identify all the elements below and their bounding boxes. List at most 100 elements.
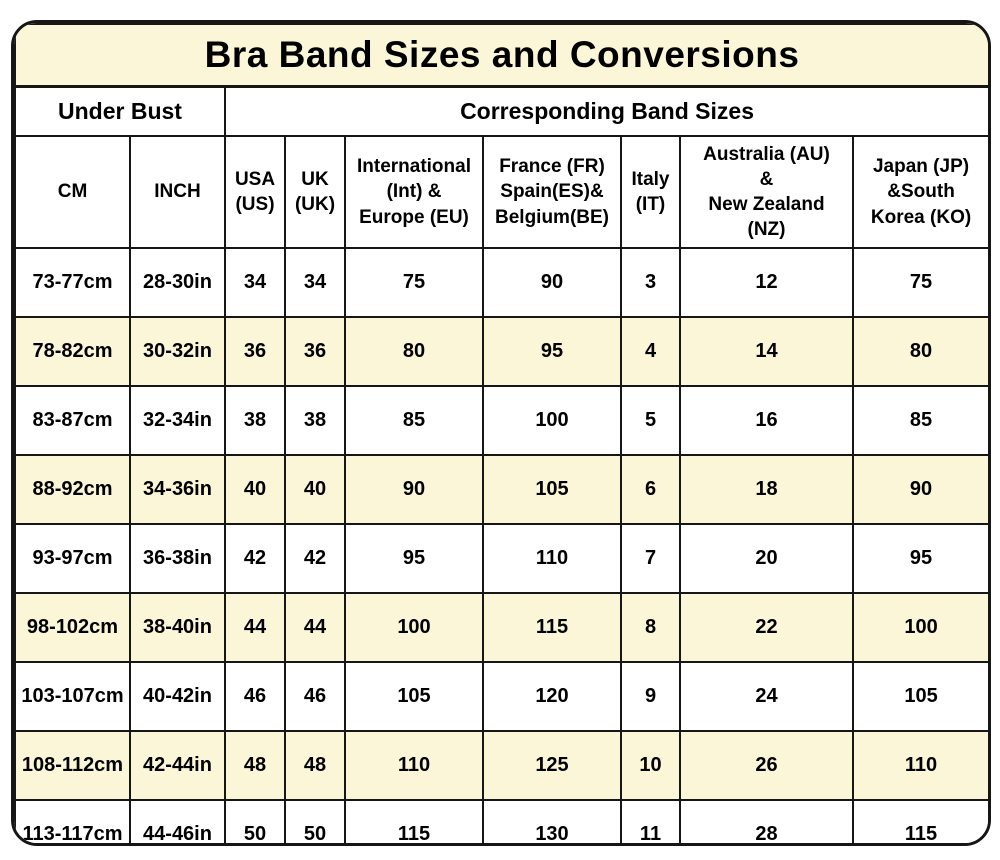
table-cell: 48 [224, 730, 286, 801]
table-cell: 40 [224, 454, 286, 525]
table-cell: 40-42in [129, 661, 226, 732]
table-cell: 5 [620, 385, 681, 456]
table-title-row: Bra Band Sizes and Conversions [14, 23, 988, 88]
table-cell: 93-97cm [14, 523, 131, 594]
column-header-japan-south-korea: Japan (JP) &South Korea (KO) [851, 135, 988, 249]
table-cell: 3 [620, 247, 681, 318]
table-cell: 105 [344, 661, 484, 732]
table-cell: 28-30in [129, 247, 226, 318]
table-cell: 26 [679, 730, 854, 801]
table-cell: 44 [224, 592, 286, 663]
table-cell: 34 [284, 247, 346, 318]
table-cell: 12 [679, 247, 854, 318]
table-cell: 42 [224, 523, 286, 594]
table-cell: 90 [344, 454, 484, 525]
bra-size-table: Bra Band Sizes and Conversions Under Bus… [11, 20, 991, 846]
table-cell: 8 [620, 592, 681, 663]
table-cell: 120 [482, 661, 622, 732]
table-cell: 48 [284, 730, 346, 801]
table-cell: 38-40in [129, 592, 226, 663]
table-row: 103-107cm 40-42in 46 46 105 120 9 24 105 [14, 661, 988, 732]
table-cell: 36 [284, 316, 346, 387]
table-cell: 44-46in [129, 799, 226, 843]
table-row: 88-92cm 34-36in 40 40 90 105 6 18 90 [14, 454, 988, 525]
table-cell: 88-92cm [14, 454, 131, 525]
table-cell: 78-82cm [14, 316, 131, 387]
header-corresponding-band-sizes: Corresponding Band Sizes [223, 85, 988, 137]
table-cell: 95 [851, 523, 988, 594]
table-cell: 36 [224, 316, 286, 387]
table-row: 78-82cm 30-32in 36 36 80 95 4 14 80 [14, 316, 988, 387]
table-row: 113-117cm 44-46in 50 50 115 130 11 28 11… [14, 799, 988, 843]
table-cell: 103-107cm [14, 661, 131, 732]
table-cell: 50 [224, 799, 286, 843]
header-under-bust: Under Bust [14, 85, 226, 137]
table-cell: 80 [344, 316, 484, 387]
table-cell: 28 [679, 799, 854, 843]
table-cell: 11 [620, 799, 681, 843]
table-cell: 38 [224, 385, 286, 456]
table-cell: 105 [851, 661, 988, 732]
column-header-cm: CM [14, 135, 131, 249]
table-cell: 50 [284, 799, 346, 843]
table-cell: 42-44in [129, 730, 226, 801]
table-cell: 75 [344, 247, 484, 318]
column-header-international-europe: International (Int) & Europe (EU) [344, 135, 484, 249]
table-cell: 115 [482, 592, 622, 663]
table-cell: 95 [344, 523, 484, 594]
table-cell: 18 [679, 454, 854, 525]
table-cell: 32-34in [129, 385, 226, 456]
table-cell: 100 [482, 385, 622, 456]
table-cell: 108-112cm [14, 730, 131, 801]
table-cell: 100 [344, 592, 484, 663]
table-row: 73-77cm 28-30in 34 34 75 90 3 12 75 [14, 247, 988, 318]
table-cell: 85 [344, 385, 484, 456]
column-header-italy: Italy (IT) [620, 135, 681, 249]
table-row: 98-102cm 38-40in 44 44 100 115 8 22 100 [14, 592, 988, 663]
column-header-inch: INCH [129, 135, 226, 249]
table-cell: 100 [851, 592, 988, 663]
column-header-australia-new-zealand: Australia (AU) & New Zealand (NZ) [679, 135, 854, 249]
table-row: 83-87cm 32-34in 38 38 85 100 5 16 85 [14, 385, 988, 456]
table-cell: 7 [620, 523, 681, 594]
table-cell: 125 [482, 730, 622, 801]
page-title: Bra Band Sizes and Conversions [14, 23, 988, 88]
column-header-uk: UK (UK) [284, 135, 346, 249]
table-cell: 38 [284, 385, 346, 456]
column-header-row: CM INCH USA (US) UK (UK) International (… [14, 135, 988, 249]
table-cell: 73-77cm [14, 247, 131, 318]
table-cell: 14 [679, 316, 854, 387]
table-cell: 36-38in [129, 523, 226, 594]
table-cell: 20 [679, 523, 854, 594]
table-cell: 90 [851, 454, 988, 525]
table-cell: 9 [620, 661, 681, 732]
table-cell: 110 [344, 730, 484, 801]
table-cell: 110 [851, 730, 988, 801]
table-cell: 22 [679, 592, 854, 663]
column-header-usa: USA (US) [224, 135, 286, 249]
conversion-table: Bra Band Sizes and Conversions Under Bus… [14, 23, 988, 843]
table-row: 108-112cm 42-44in 48 48 110 125 10 26 11… [14, 730, 988, 801]
table-row: 93-97cm 36-38in 42 42 95 110 7 20 95 [14, 523, 988, 594]
table-cell: 46 [284, 661, 346, 732]
table-cell: 6 [620, 454, 681, 525]
table-cell: 46 [224, 661, 286, 732]
table-cell: 34-36in [129, 454, 226, 525]
table-cell: 75 [851, 247, 988, 318]
table-cell: 90 [482, 247, 622, 318]
table-cell: 110 [482, 523, 622, 594]
table-cell: 85 [851, 385, 988, 456]
table-cell: 105 [482, 454, 622, 525]
table-cell: 44 [284, 592, 346, 663]
column-group-row: Under Bust Corresponding Band Sizes [14, 85, 988, 137]
table-cell: 30-32in [129, 316, 226, 387]
table-cell: 130 [482, 799, 622, 843]
table-cell: 115 [344, 799, 484, 843]
table-cell: 10 [620, 730, 681, 801]
table-cell: 98-102cm [14, 592, 131, 663]
table-cell: 42 [284, 523, 346, 594]
table-cell: 95 [482, 316, 622, 387]
table-cell: 113-117cm [14, 799, 131, 843]
table-cell: 4 [620, 316, 681, 387]
table-cell: 24 [679, 661, 854, 732]
